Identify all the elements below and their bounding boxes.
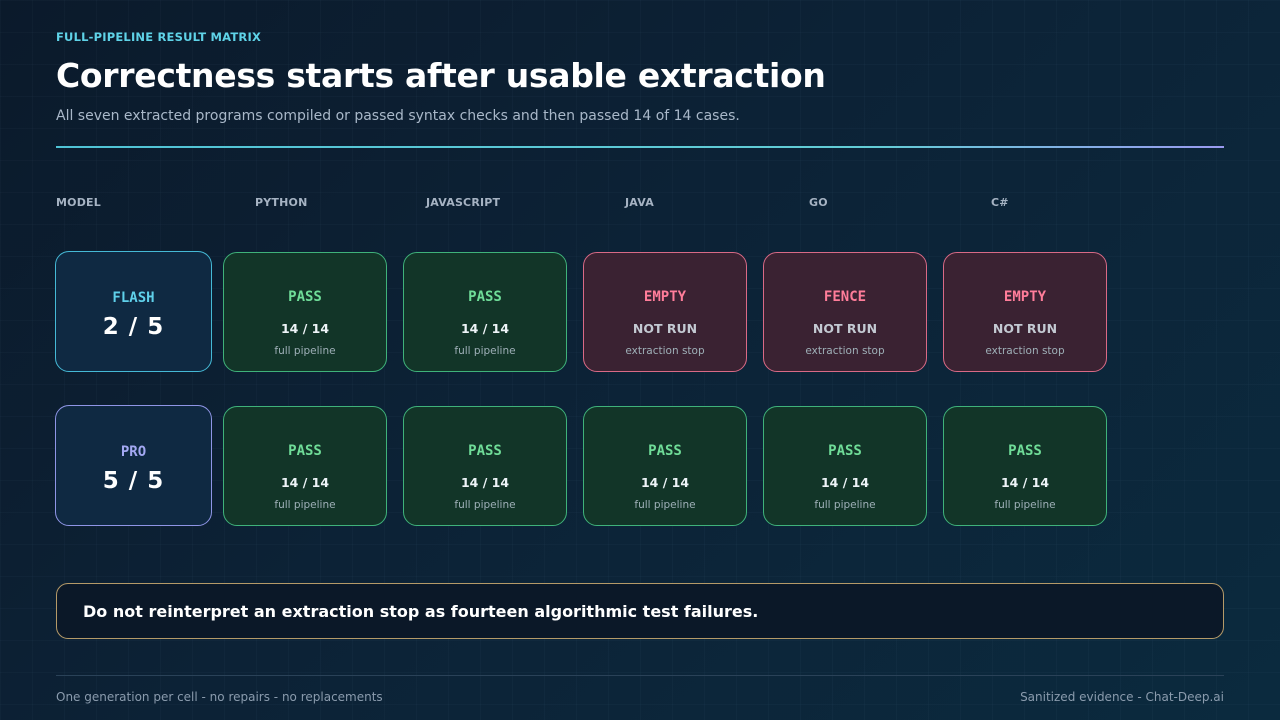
footer-divider xyxy=(56,675,1224,676)
callout-text: Do not reinterpret an extraction stop as… xyxy=(83,601,759,621)
cell-note: full pipeline xyxy=(454,499,516,511)
cell-score: 14 / 14 xyxy=(280,475,330,490)
result-cell-pro-python: PASS 14 / 14 full pipeline xyxy=(223,406,387,526)
callout-box: Do not reinterpret an extraction stop as… xyxy=(56,583,1224,639)
cell-status: FENCE xyxy=(823,289,867,305)
cell-score: 14 / 14 xyxy=(280,321,330,336)
cell-score: NOT RUN xyxy=(992,321,1058,336)
cell-score: 14 / 14 xyxy=(460,475,510,490)
column-header-model: MODEL xyxy=(56,196,101,209)
page-subtitle: All seven extracted programs compiled or… xyxy=(56,108,740,124)
result-cell-flash-python: PASS 14 / 14 full pipeline xyxy=(223,252,387,372)
model-name: PRO xyxy=(120,444,147,460)
column-header-javascript: JAVASCRIPT xyxy=(426,196,501,209)
cell-note: full pipeline xyxy=(454,345,516,357)
cell-score: NOT RUN xyxy=(632,321,698,336)
result-cell-flash-java: EMPTY NOT RUN extraction stop xyxy=(583,252,747,372)
result-cell-flash-go: FENCE NOT RUN extraction stop xyxy=(763,252,927,372)
column-header-python: PYTHON xyxy=(255,196,308,209)
result-cell-pro-go: PASS 14 / 14 full pipeline xyxy=(763,406,927,526)
footer-right-note: Sanitized evidence - Chat-Deep.ai xyxy=(1020,690,1224,704)
cell-score: 14 / 14 xyxy=(820,475,870,490)
model-card-flash: FLASH 2 / 5 xyxy=(55,251,212,372)
cell-note: full pipeline xyxy=(994,499,1056,511)
eyebrow-label: FULL-PIPELINE RESULT MATRIX xyxy=(56,30,262,44)
cell-note: full pipeline xyxy=(634,499,696,511)
cell-score: NOT RUN xyxy=(812,321,878,336)
cell-score: 14 / 14 xyxy=(460,321,510,336)
cell-note: extraction stop xyxy=(985,345,1065,357)
model-score: 5 / 5 xyxy=(102,468,165,494)
cell-status: PASS xyxy=(648,443,682,459)
column-header-java: JAVA xyxy=(625,196,654,209)
result-cell-pro-java: PASS 14 / 14 full pipeline xyxy=(583,406,747,526)
cell-status: PASS xyxy=(468,443,502,459)
cell-note: extraction stop xyxy=(805,345,885,357)
cell-note: full pipeline xyxy=(274,345,336,357)
cell-note: full pipeline xyxy=(274,499,336,511)
cell-note: extraction stop xyxy=(625,345,705,357)
footer-left-note: One generation per cell - no repairs - n… xyxy=(56,690,383,704)
cell-score: 14 / 14 xyxy=(1000,475,1050,490)
column-header-csharp: C# xyxy=(991,196,1009,209)
result-cell-pro-csharp: PASS 14 / 14 full pipeline xyxy=(943,406,1107,526)
cell-status: EMPTY xyxy=(1003,289,1047,305)
model-name: FLASH xyxy=(112,290,155,306)
column-header-go: GO xyxy=(809,196,828,209)
cell-status: PASS xyxy=(828,443,862,459)
cell-status: EMPTY xyxy=(643,289,687,305)
page-title: Correctness starts after usable extracti… xyxy=(56,56,826,95)
header-divider xyxy=(56,146,1224,148)
result-cell-flash-javascript: PASS 14 / 14 full pipeline xyxy=(403,252,567,372)
result-cell-pro-javascript: PASS 14 / 14 full pipeline xyxy=(403,406,567,526)
cell-status: PASS xyxy=(288,443,322,459)
cell-status: PASS xyxy=(468,289,502,305)
model-card-pro: PRO 5 / 5 xyxy=(55,405,212,526)
result-cell-flash-csharp: EMPTY NOT RUN extraction stop xyxy=(943,252,1107,372)
cell-note: full pipeline xyxy=(814,499,876,511)
cell-status: PASS xyxy=(1008,443,1042,459)
model-score: 2 / 5 xyxy=(102,314,165,340)
cell-score: 14 / 14 xyxy=(640,475,690,490)
cell-status: PASS xyxy=(288,289,322,305)
